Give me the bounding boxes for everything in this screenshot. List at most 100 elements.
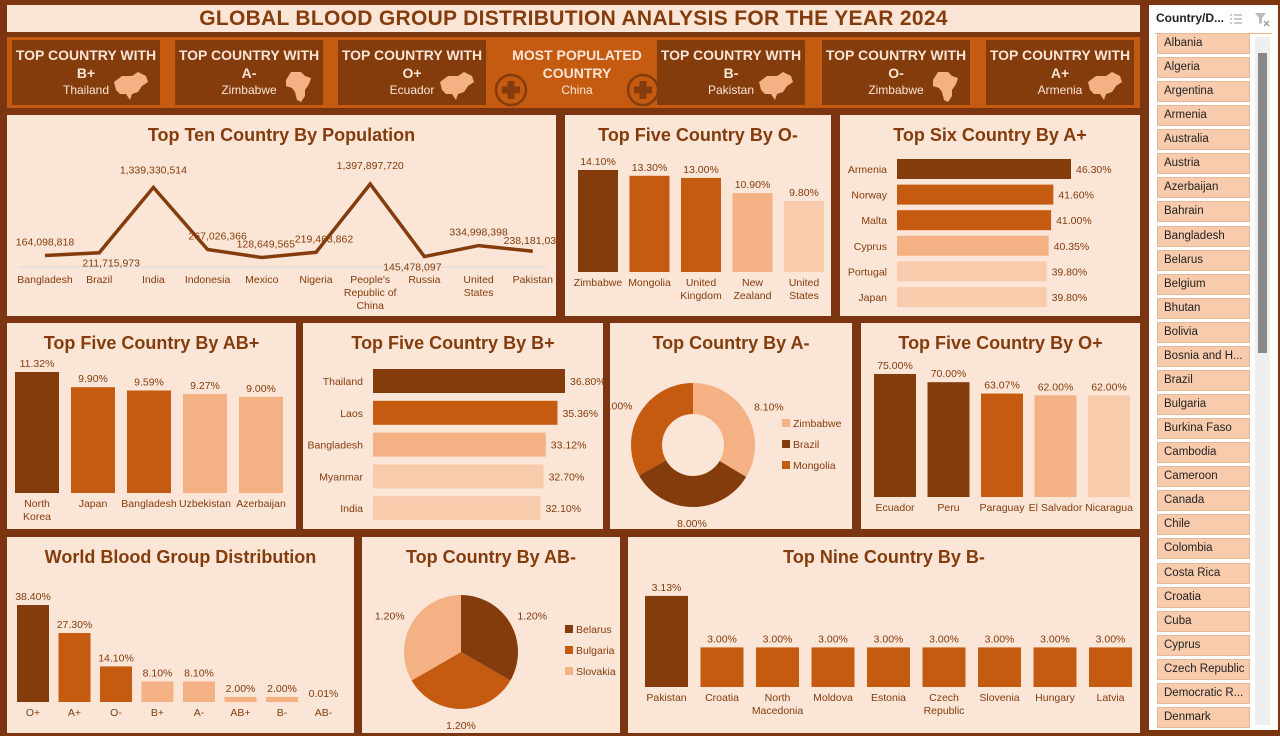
slicer-item[interactable]: Bhutan: [1157, 297, 1250, 319]
bar[interactable]: [224, 696, 257, 702]
bar[interactable]: [183, 681, 215, 702]
slicer-item[interactable]: Denmark: [1157, 706, 1250, 728]
bar[interactable]: [373, 369, 565, 393]
chart-title: Top Country By A-: [652, 333, 810, 353]
data-point[interactable]: [422, 255, 426, 259]
slicer-item[interactable]: Austria: [1157, 153, 1250, 175]
slicer-item[interactable]: Chile: [1157, 514, 1250, 536]
bar[interactable]: [266, 696, 298, 702]
bar[interactable]: [867, 647, 910, 687]
slicer-item[interactable]: Argentina: [1157, 81, 1250, 103]
slicer-item[interactable]: Bolivia: [1157, 321, 1250, 343]
data-label: 11.32%: [20, 358, 55, 370]
category-label: Ecuador: [875, 502, 915, 514]
bar[interactable]: [239, 396, 283, 493]
bar[interactable]: [897, 261, 1047, 282]
slice[interactable]: [639, 460, 747, 507]
bar[interactable]: [811, 647, 855, 687]
bar[interactable]: [1089, 647, 1132, 687]
category-label: Hungary: [1035, 692, 1075, 704]
bar[interactable]: [373, 496, 541, 521]
bar[interactable]: [629, 175, 670, 272]
slicer-item[interactable]: Belarus: [1157, 249, 1250, 271]
bar[interactable]: [58, 633, 91, 702]
data-point[interactable]: [206, 248, 210, 252]
bar[interactable]: [1088, 395, 1130, 497]
bar[interactable]: [373, 432, 546, 457]
data-point[interactable]: [531, 249, 535, 253]
bar[interactable]: [756, 647, 799, 687]
data-point[interactable]: [260, 256, 264, 260]
bar[interactable]: [897, 287, 1047, 307]
bar[interactable]: [373, 464, 544, 489]
slicer-item[interactable]: Bosnia and H...: [1157, 345, 1250, 367]
slicer-item[interactable]: Bulgaria: [1157, 394, 1250, 416]
bar[interactable]: [732, 193, 773, 272]
bar[interactable]: [874, 374, 916, 497]
bar[interactable]: [1033, 647, 1077, 687]
data-point[interactable]: [43, 253, 47, 257]
scrollbar-thumb[interactable]: [1258, 53, 1267, 353]
o-neg-chart-panel: Top Five Country By O- 14.10% Zimbabwe 13.…: [565, 115, 831, 316]
bar[interactable]: [15, 372, 59, 493]
bar[interactable]: [681, 177, 721, 272]
bar[interactable]: [927, 382, 970, 497]
slice[interactable]: [693, 383, 755, 477]
slicer-item[interactable]: Colombia: [1157, 538, 1250, 560]
slicer-item[interactable]: Bangladesh: [1157, 225, 1250, 247]
data-point[interactable]: [314, 250, 318, 254]
slicer-item[interactable]: Costa Rica: [1157, 562, 1250, 584]
bar[interactable]: [981, 393, 1023, 497]
category-label: Mexico: [245, 274, 278, 286]
bar[interactable]: [578, 170, 618, 272]
bar[interactable]: [700, 647, 744, 687]
bar[interactable]: [141, 681, 174, 702]
data-point[interactable]: [97, 251, 101, 255]
slice[interactable]: [404, 595, 461, 681]
bar[interactable]: [1034, 395, 1077, 497]
bar[interactable]: [17, 605, 49, 702]
series-line[interactable]: [44, 181, 533, 260]
bar[interactable]: [978, 647, 1021, 687]
slicer-item[interactable]: Albania: [1157, 33, 1250, 54]
slicer-item[interactable]: Armenia: [1157, 105, 1250, 127]
bar[interactable]: [100, 666, 132, 702]
data-point[interactable]: [368, 182, 372, 186]
clear-filter-icon[interactable]: [1254, 11, 1270, 27]
bar[interactable]: [127, 390, 171, 493]
slicer-scrollbar[interactable]: [1255, 37, 1270, 725]
data-point[interactable]: [477, 244, 481, 248]
slicer-item[interactable]: Australia: [1157, 129, 1250, 151]
bar[interactable]: [897, 210, 1052, 231]
bar[interactable]: [897, 184, 1054, 205]
slicer-title: Country/D...: [1156, 11, 1224, 25]
slicer-item[interactable]: Burkina Faso: [1157, 418, 1250, 440]
bar[interactable]: [922, 647, 966, 687]
slice[interactable]: [631, 383, 693, 476]
bar[interactable]: [71, 387, 115, 493]
slice[interactable]: [461, 595, 518, 681]
slicer-item[interactable]: Belgium: [1157, 273, 1250, 295]
slice[interactable]: [411, 652, 511, 709]
slicer-item[interactable]: Cyprus: [1157, 634, 1250, 656]
slicer-item[interactable]: Canada: [1157, 490, 1250, 512]
slicer-item[interactable]: Brazil: [1157, 369, 1250, 391]
bar[interactable]: [784, 201, 824, 272]
slicer-item[interactable]: Cambodia: [1157, 442, 1250, 464]
bar[interactable]: [645, 595, 688, 687]
bar[interactable]: [373, 400, 558, 425]
slicer-item[interactable]: Algeria: [1157, 57, 1250, 79]
slicer-item[interactable]: Cuba: [1157, 610, 1250, 632]
slicer-item[interactable]: Bahrain: [1157, 201, 1250, 223]
slicer-item[interactable]: Cameroon: [1157, 466, 1250, 488]
kpi-value: Thailand: [62, 83, 110, 97]
slicer-item[interactable]: Democratic R...: [1157, 682, 1250, 704]
bar[interactable]: [897, 159, 1071, 179]
bar[interactable]: [897, 235, 1049, 256]
slicer-item[interactable]: Czech Republic: [1157, 658, 1250, 680]
slicer-item[interactable]: Croatia: [1157, 586, 1250, 608]
slicer-item[interactable]: Azerbaijan: [1157, 177, 1250, 199]
bar[interactable]: [183, 393, 227, 493]
data-point[interactable]: [151, 185, 155, 189]
multi-select-icon[interactable]: [1229, 13, 1243, 25]
